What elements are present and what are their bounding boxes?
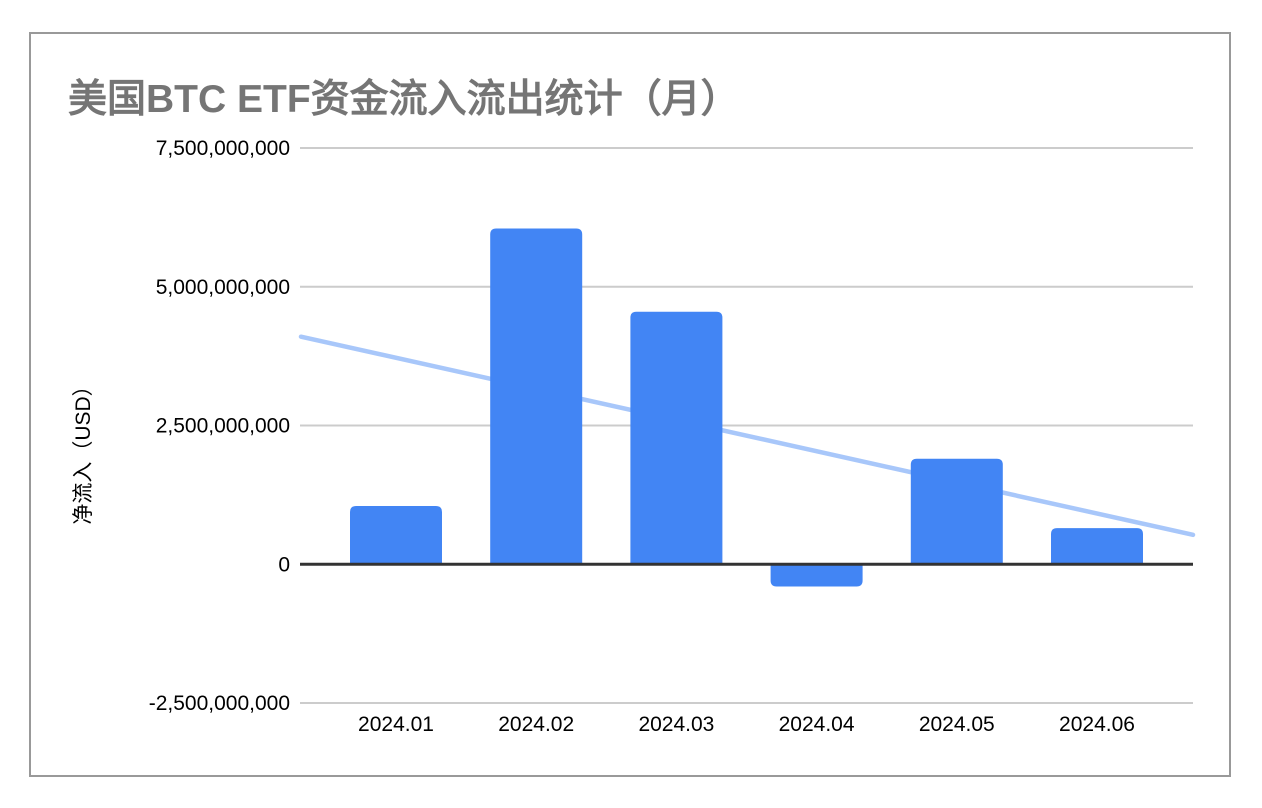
y-tick-label: 0 [278, 553, 290, 576]
bar-2024.02 [490, 228, 583, 565]
x-tick-label: 2024.05 [919, 713, 995, 736]
chart-title: 美国BTC ETF资金流入流出统计（月） [68, 78, 740, 121]
bar-2024.04 [770, 564, 863, 587]
x-tick-label: 2024.01 [358, 713, 434, 736]
bar-2024.01 [350, 505, 442, 565]
bar-2024.06 [1051, 528, 1143, 565]
chart-card [29, 32, 1231, 777]
bar-2024.03 [630, 311, 723, 565]
x-tick-label: 2024.03 [638, 713, 714, 736]
y-tick-label: 7,500,000,000 [156, 137, 290, 160]
x-tick-label: 2024.04 [779, 713, 855, 736]
x-tick-label: 2024.06 [1059, 713, 1135, 736]
bar-2024.05 [910, 458, 1003, 565]
trend-line [298, 334, 1196, 538]
y-tick-label: -2,500,000,000 [149, 692, 290, 715]
x-tick-label: 2024.02 [498, 713, 574, 736]
y-tick-label: 5,000,000,000 [156, 276, 290, 299]
y-axis-title: 净流入（USD） [72, 375, 95, 524]
y-tick-label: 2,500,000,000 [156, 415, 290, 438]
